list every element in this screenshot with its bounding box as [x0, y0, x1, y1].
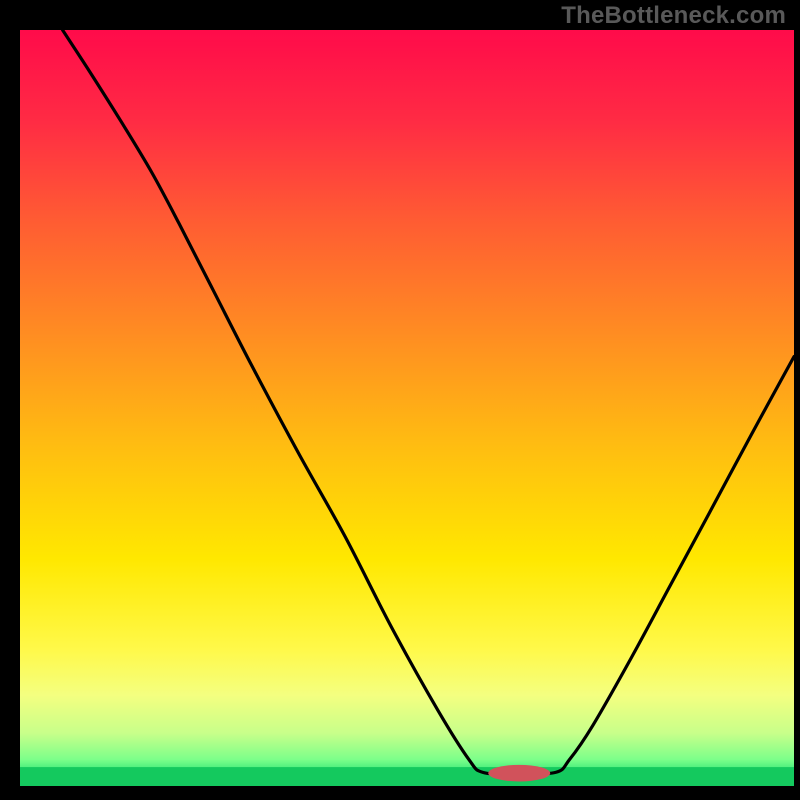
chart-container: TheBottleneck.com	[0, 0, 800, 800]
bottleneck-chart	[0, 0, 800, 800]
optimum-marker	[488, 765, 550, 782]
green-band	[20, 767, 794, 786]
